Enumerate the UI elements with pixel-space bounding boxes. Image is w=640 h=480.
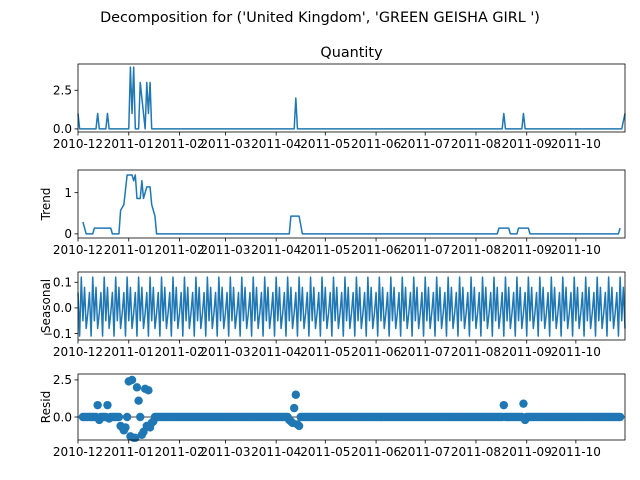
axes-frame-quantity <box>77 63 626 133</box>
figure-title: Decomposition for ('United Kingdom', 'GR… <box>100 10 540 26</box>
x-tick-label: 2011-10 <box>551 345 601 359</box>
panel-title: Quantity <box>320 45 383 61</box>
resid-point <box>122 412 132 422</box>
x-tick-label: 2011-04 <box>251 137 301 151</box>
x-tick-label: 2011-05 <box>300 137 350 151</box>
x-tick-label: 2011-08 <box>451 445 501 459</box>
x-tick-label: 2011-07 <box>400 243 450 257</box>
x-tick-label: 2011-07 <box>400 445 450 459</box>
x-tick-label: 2011-05 <box>300 445 350 459</box>
x-tick-label: 2011-01 <box>104 445 154 459</box>
y-tick-label: 0 <box>64 227 72 241</box>
y-tick-label: 2.5 <box>53 84 72 98</box>
y-axis-label: Resid <box>39 391 53 423</box>
x-tick-label: 2011-06 <box>351 137 401 151</box>
x-tick-label: 2011-08 <box>451 243 501 257</box>
resid-point <box>136 412 145 422</box>
resid-point <box>615 412 625 422</box>
x-tick-label: 2011-08 <box>451 345 501 359</box>
x-tick-label: 2011-09 <box>502 345 552 359</box>
x-tick-label: 2011-10 <box>551 137 601 151</box>
resid-point <box>134 396 143 405</box>
x-tick-label: 2011-01 <box>104 345 154 359</box>
x-tick-label: 2011-06 <box>351 243 401 257</box>
x-tick-label: 2011-01 <box>104 137 154 151</box>
series-line-quantity <box>77 66 626 130</box>
x-tick-label: 2011-02 <box>154 345 204 359</box>
x-tick-label: 2011-09 <box>502 243 552 257</box>
resid-point <box>519 399 528 408</box>
x-tick-label: 2011-04 <box>251 243 301 257</box>
x-tick-label: 2011-09 <box>502 137 552 151</box>
x-tick-label: 2011-03 <box>200 243 250 257</box>
x-tick-label: 2011-07 <box>400 137 450 151</box>
y-tick-label: 0.0 <box>53 410 72 424</box>
x-tick-label: 2011-10 <box>551 243 601 257</box>
y-axis-label: Trend <box>39 188 53 222</box>
x-tick-label: 2011-08 <box>451 137 501 151</box>
resid-point <box>127 375 137 385</box>
axes-frame-seasonal <box>77 271 626 341</box>
x-tick-label: 2011-05 <box>300 345 350 359</box>
x-tick-label: 2011-03 <box>200 345 250 359</box>
x-tick-label: 2011-01 <box>104 243 154 257</box>
series-line-seasonal <box>77 276 626 337</box>
x-tick-label: 2011-02 <box>154 445 204 459</box>
x-tick-label: 2011-02 <box>154 243 204 257</box>
x-tick-label: 2011-06 <box>351 345 401 359</box>
resid-point <box>289 403 299 413</box>
x-tick-label: 2011-03 <box>200 137 250 151</box>
x-tick-label: 2011-03 <box>200 445 250 459</box>
x-tick-label: 2011-07 <box>400 345 450 359</box>
y-tick-label: 2.5 <box>53 373 72 387</box>
resid-point <box>144 386 153 395</box>
resid-point <box>93 400 102 410</box>
x-tick-label: 2011-04 <box>251 345 301 359</box>
x-tick-label: 2011-06 <box>351 445 401 459</box>
x-tick-label: 2011-09 <box>502 445 552 459</box>
x-tick-label: 2010-12 <box>53 445 103 459</box>
x-tick-label: 2010-12 <box>53 137 103 151</box>
resid-point <box>499 400 509 410</box>
series-line-trend <box>82 174 621 235</box>
x-tick-label: 2011-05 <box>300 243 350 257</box>
x-tick-label: 2011-10 <box>551 445 601 459</box>
x-tick-label: 2010-12 <box>53 345 103 359</box>
y-axis-label: Seasonal <box>39 279 53 333</box>
y-tick-label: 0.0 <box>53 301 72 315</box>
resid-point <box>132 383 142 392</box>
y-tick-label: 0.0 <box>53 122 72 136</box>
x-tick-label: 2011-04 <box>251 445 301 459</box>
y-tick-label: 0.1 <box>53 276 72 290</box>
resid-point <box>114 412 124 422</box>
y-tick-label: 1 <box>64 186 72 200</box>
x-tick-label: 2011-02 <box>154 137 204 151</box>
axes-frame-trend <box>77 169 626 239</box>
resid-point <box>294 421 304 431</box>
x-tick-label: 2010-12 <box>53 243 103 257</box>
resid-point <box>121 423 130 432</box>
resid-point <box>291 390 301 399</box>
axes-frame-resid <box>77 373 626 441</box>
resid-point <box>103 400 112 410</box>
y-tick-label: −0.1 <box>43 327 72 341</box>
